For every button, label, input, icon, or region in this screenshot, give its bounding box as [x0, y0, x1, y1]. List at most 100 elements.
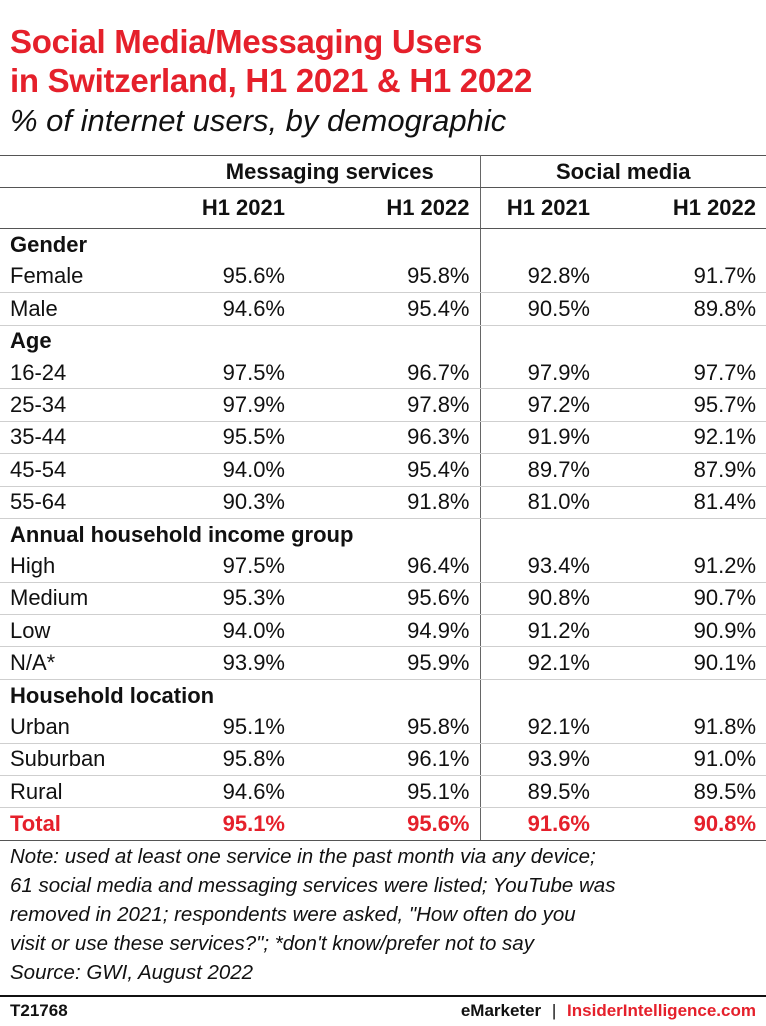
column-header: H1 2022	[600, 187, 766, 230]
column-group-header-row: Messaging services Social media	[0, 154, 766, 189]
table-row: Female 95.6% 95.8% 92.8% 91.7%	[0, 260, 766, 294]
table-row: Male 94.6% 95.4% 90.5% 89.8%	[0, 292, 766, 326]
value-cell: 90.1%	[600, 646, 766, 680]
section-blank	[480, 679, 766, 711]
value-cell: 95.4%	[295, 453, 481, 487]
brand-insiderintelligence: InsiderIntelligence.com	[567, 1001, 756, 1020]
value-cell: 91.7%	[600, 260, 766, 294]
value-cell: 81.4%	[600, 486, 766, 519]
value-cell: 92.8%	[480, 260, 600, 294]
data-table: Messaging services Social media H1 2021 …	[0, 154, 766, 841]
chart-id: T21768	[10, 1001, 68, 1020]
section-header-row: Age	[0, 325, 766, 357]
chart-title: Social Media/Messaging Users in Switzerl…	[10, 22, 756, 100]
value-cell: 91.9%	[480, 421, 600, 455]
row-label: Rural	[0, 775, 180, 809]
column-header: H1 2021	[480, 187, 600, 230]
header-blank	[0, 187, 180, 230]
row-label: Urban	[0, 711, 180, 744]
note-line-4: visit or use these services?"; *don't kn…	[10, 932, 534, 955]
value-cell: 95.9%	[295, 646, 481, 680]
title-line-1: Social Media/Messaging Users	[10, 23, 483, 60]
value-cell: 97.2%	[480, 388, 600, 422]
column-header: H1 2021	[180, 187, 295, 230]
value-cell: 92.1%	[480, 646, 600, 680]
data-table-container: Messaging services Social media H1 2021 …	[0, 154, 766, 841]
value-cell: 90.8%	[480, 582, 600, 616]
value-cell: 93.4%	[480, 550, 600, 583]
value-cell: 89.7%	[480, 453, 600, 487]
section-header-row: Household location	[0, 679, 766, 712]
footer: T21768 eMarketer | InsiderIntelligence.c…	[0, 995, 766, 1026]
table-row: Low 94.0% 94.9% 91.2% 90.9%	[0, 614, 766, 648]
column-group-social: Social media	[480, 154, 766, 189]
value-cell: 87.9%	[600, 453, 766, 487]
table-row: High 97.5% 96.4% 93.4% 91.2%	[0, 550, 766, 583]
value-cell: 93.9%	[180, 646, 295, 680]
row-label: Medium	[0, 582, 180, 616]
value-cell: 94.0%	[180, 453, 295, 487]
total-value-cell: 95.1%	[180, 807, 295, 841]
value-cell: 91.8%	[295, 486, 481, 519]
note-line-1: Note: used at least one service in the p…	[10, 845, 596, 868]
total-label: Total	[0, 807, 180, 841]
table-row: 55-64 90.3% 91.8% 81.0% 81.4%	[0, 486, 766, 519]
column-header-row: H1 2021 H1 2022 H1 2021 H1 2022	[0, 187, 766, 230]
row-label: Female	[0, 260, 180, 294]
value-cell: 94.9%	[295, 614, 481, 648]
table-row: 45-54 94.0% 95.4% 89.7% 87.9%	[0, 453, 766, 487]
section-header-row: Gender	[0, 228, 766, 261]
table-row: Urban 95.1% 95.8% 92.1% 91.8%	[0, 711, 766, 744]
row-label: Suburban	[0, 743, 180, 777]
chart-subtitle: % of internet users, by demographic	[10, 103, 507, 138]
value-cell: 90.9%	[600, 614, 766, 648]
value-cell: 95.8%	[180, 743, 295, 777]
value-cell: 97.9%	[180, 388, 295, 422]
row-label: Male	[0, 292, 180, 326]
header-blank	[0, 154, 180, 189]
section-blank	[480, 325, 766, 357]
value-cell: 92.1%	[480, 711, 600, 744]
value-cell: 95.3%	[180, 582, 295, 616]
column-header: H1 2022	[295, 187, 481, 230]
row-label: High	[0, 550, 180, 583]
brand-logo: eMarketer | InsiderIntelligence.com	[461, 1001, 756, 1021]
value-cell: 90.3%	[180, 486, 295, 519]
value-cell: 95.7%	[600, 388, 766, 422]
value-cell: 95.4%	[295, 292, 481, 326]
value-cell: 97.5%	[180, 356, 295, 390]
value-cell: 91.2%	[480, 614, 600, 648]
value-cell: 89.5%	[480, 775, 600, 809]
value-cell: 89.8%	[600, 292, 766, 326]
value-cell: 97.7%	[600, 356, 766, 390]
value-cell: 95.6%	[295, 582, 481, 616]
note-line-3: removed in 2021; respondents were asked,…	[10, 903, 576, 926]
total-value-cell: 95.6%	[295, 807, 481, 841]
value-cell: 94.6%	[180, 775, 295, 809]
value-cell: 97.9%	[480, 356, 600, 390]
value-cell: 90.5%	[480, 292, 600, 326]
value-cell: 96.4%	[295, 550, 481, 583]
value-cell: 92.1%	[600, 421, 766, 455]
value-cell: 96.3%	[295, 421, 481, 455]
row-label: 16-24	[0, 356, 180, 390]
row-label: 25-34	[0, 388, 180, 422]
section-heading: Age	[0, 325, 481, 357]
value-cell: 95.8%	[295, 260, 481, 294]
section-heading: Gender	[0, 228, 481, 261]
table-body: Gender Female 95.6% 95.8% 92.8% 91.7% Male 94.6…	[0, 228, 766, 841]
total-value-cell: 90.8%	[600, 807, 766, 841]
value-cell: 96.1%	[295, 743, 481, 777]
table-row: Rural 94.6% 95.1% 89.5% 89.5%	[0, 775, 766, 809]
section-header-row: Annual household income group	[0, 518, 766, 551]
total-value-cell: 91.6%	[480, 807, 600, 841]
table-row: 16-24 97.5% 96.7% 97.9% 97.7%	[0, 356, 766, 390]
row-label: 35-44	[0, 421, 180, 455]
table-row: 25-34 97.9% 97.8% 97.2% 95.7%	[0, 388, 766, 422]
value-cell: 96.7%	[295, 356, 481, 390]
row-label: N/A*	[0, 646, 180, 680]
source-text: Source: GWI, August 2022	[10, 961, 254, 984]
chart-note: Note: used at least one service in the p…	[10, 842, 756, 987]
value-cell: 97.5%	[180, 550, 295, 583]
row-label: 55-64	[0, 486, 180, 519]
